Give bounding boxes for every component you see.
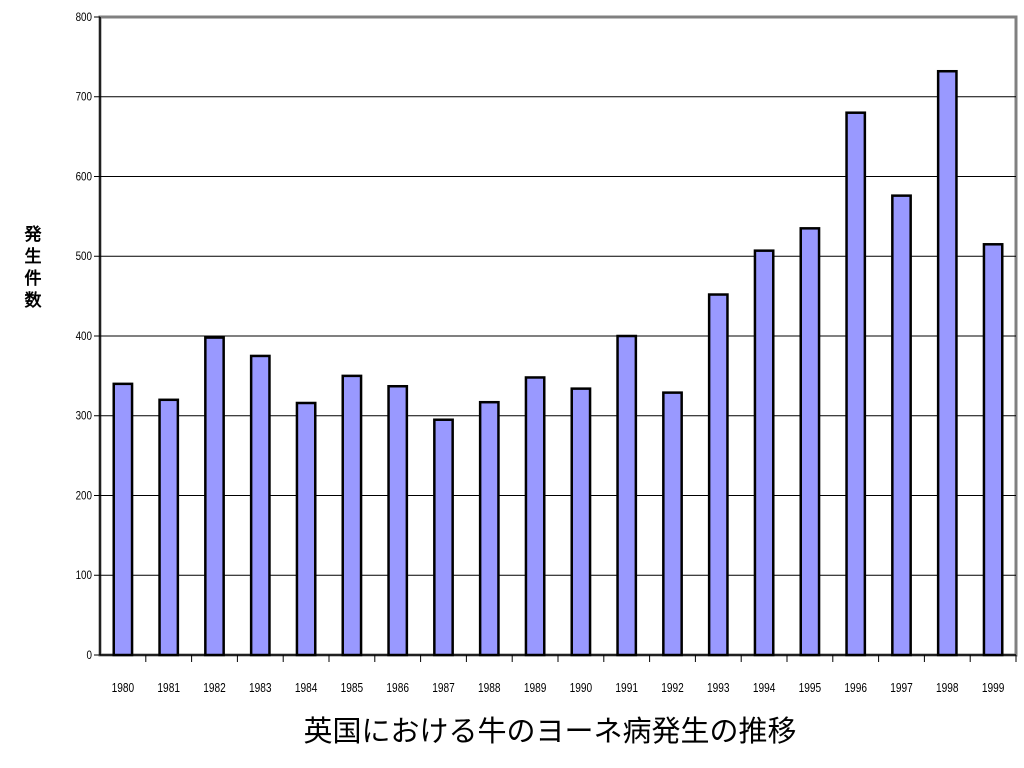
y-tick-label: 700 bbox=[76, 91, 92, 104]
y-tick-label: 200 bbox=[76, 490, 92, 503]
x-tick-label: 1993 bbox=[707, 681, 730, 695]
bar bbox=[387, 384, 409, 657]
x-tick-label: 1988 bbox=[478, 681, 501, 695]
x-tick-label: 1996 bbox=[844, 681, 867, 695]
x-tick-label: 1995 bbox=[799, 681, 822, 695]
bars-layer bbox=[112, 69, 1004, 657]
bar bbox=[753, 249, 775, 657]
bar bbox=[845, 111, 867, 657]
bar bbox=[936, 69, 958, 657]
x-tick-label: 1981 bbox=[157, 681, 180, 695]
bar bbox=[112, 382, 134, 657]
x-tick-label: 1980 bbox=[112, 681, 135, 695]
bar bbox=[524, 376, 546, 657]
bar bbox=[478, 400, 500, 657]
bar bbox=[158, 398, 180, 657]
x-tick-label: 1991 bbox=[615, 681, 638, 695]
y-axis-label: 発生件数 bbox=[20, 224, 46, 312]
bar bbox=[616, 334, 638, 657]
y-tick-label: 800 bbox=[76, 11, 92, 24]
bar bbox=[295, 401, 317, 657]
bar bbox=[707, 293, 729, 657]
bar bbox=[799, 227, 821, 657]
bar bbox=[249, 354, 271, 657]
x-tick-label: 1992 bbox=[661, 681, 684, 695]
x-tick-label: 1998 bbox=[936, 681, 959, 695]
x-tick-label: 1982 bbox=[203, 681, 226, 695]
x-tick-label: 1999 bbox=[982, 681, 1005, 695]
x-tick-label: 1985 bbox=[341, 681, 364, 695]
bar bbox=[433, 418, 454, 657]
y-tick-label: 600 bbox=[76, 171, 92, 184]
y-axis-label-char: 件 bbox=[24, 269, 42, 289]
y-tick-label: 0 bbox=[87, 649, 92, 662]
bar bbox=[341, 374, 363, 657]
bar bbox=[204, 336, 225, 657]
x-tick-label: 1997 bbox=[890, 681, 913, 695]
chart-title: 英国における牛のヨーネ病発生の推移 bbox=[303, 714, 797, 748]
bar bbox=[662, 391, 683, 657]
bar bbox=[982, 243, 1004, 657]
y-tick-label: 500 bbox=[76, 250, 92, 263]
x-tick-label: 1986 bbox=[386, 681, 409, 695]
y-tick-label: 300 bbox=[76, 410, 92, 423]
x-tick-label: 1990 bbox=[570, 681, 593, 695]
bar bbox=[570, 387, 592, 657]
y-tick-label: 400 bbox=[76, 330, 92, 343]
axis-layer: 0 100 200 300 400 500 600 700 800 1980 1981 1982 198… bbox=[76, 11, 1017, 695]
x-tick-label: 1989 bbox=[524, 681, 547, 695]
bar bbox=[891, 194, 912, 657]
y-tick-label: 100 bbox=[76, 569, 92, 582]
x-tick-label: 1984 bbox=[295, 681, 318, 695]
x-tick-label: 1983 bbox=[249, 681, 272, 695]
grid-layer bbox=[98, 15, 1018, 657]
y-axis-label-char: 生 bbox=[24, 247, 42, 267]
x-tick-label: 1994 bbox=[753, 681, 776, 695]
x-tick-label: 1987 bbox=[432, 681, 455, 695]
y-axis-label-char: 発 bbox=[24, 225, 42, 245]
y-axis-label-char: 数 bbox=[24, 291, 42, 311]
